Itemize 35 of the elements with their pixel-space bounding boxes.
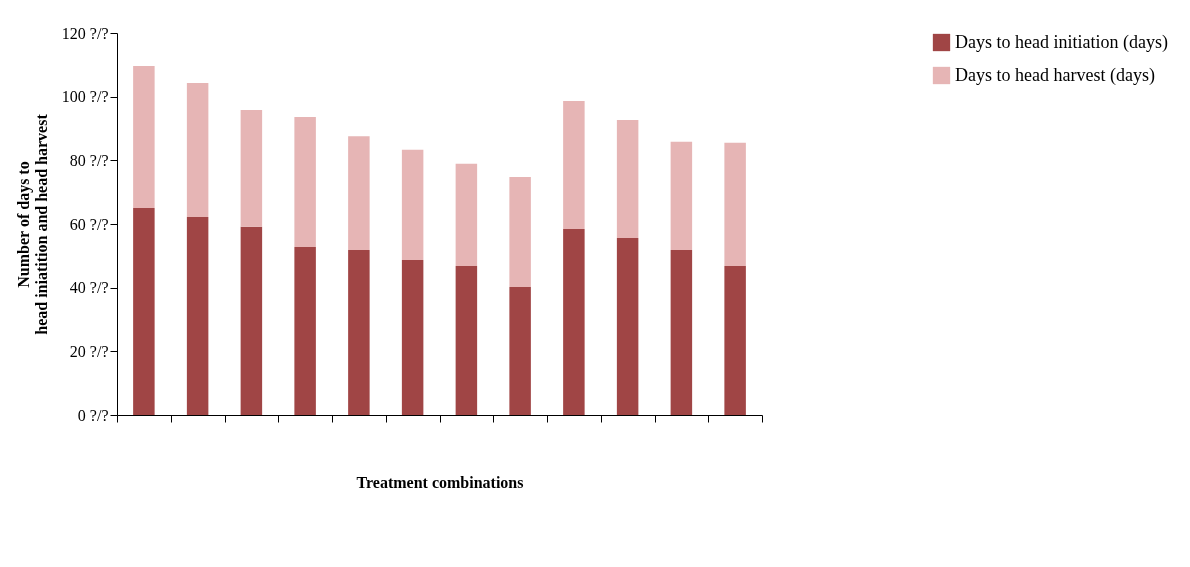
bar	[348, 136, 370, 251]
bar	[509, 176, 531, 288]
y-axis-title: Number of days to head iniatition and head harvest	[14, 113, 50, 335]
bar	[348, 250, 370, 415]
y-tick-label: 120 ?/?	[61, 24, 109, 42]
y-tick-label: 0 ?/?	[77, 406, 109, 424]
y-tick-label: 40 ?/?	[69, 279, 109, 297]
bar	[455, 266, 478, 415]
bar	[724, 266, 746, 415]
bar	[670, 250, 693, 415]
bar	[240, 226, 263, 415]
bar	[509, 287, 531, 415]
bar	[455, 163, 478, 267]
bar	[240, 110, 263, 227]
bar	[294, 117, 316, 247]
y-tick-label: 60 ?/?	[69, 215, 109, 233]
y-tick-label: 20 ?/?	[69, 342, 109, 360]
bar	[186, 82, 209, 217]
legend-label: Days to head harvest (days)	[955, 64, 1155, 86]
y-tick-label: 100 ?/?	[61, 88, 109, 106]
bar	[133, 66, 155, 209]
bar	[401, 149, 424, 260]
bar	[563, 101, 585, 230]
bar	[563, 229, 585, 415]
x-axis-title: Treatment combinations	[356, 473, 524, 491]
bar	[616, 119, 639, 239]
bar	[670, 141, 693, 251]
bar	[133, 208, 155, 415]
bar	[616, 238, 639, 415]
bar	[186, 217, 209, 415]
legend-label: Days to head initiation (days)	[955, 31, 1168, 53]
bar	[401, 259, 424, 415]
y-tick-label: 80 ?/?	[69, 151, 109, 169]
bar	[724, 142, 746, 267]
bar	[294, 246, 316, 415]
